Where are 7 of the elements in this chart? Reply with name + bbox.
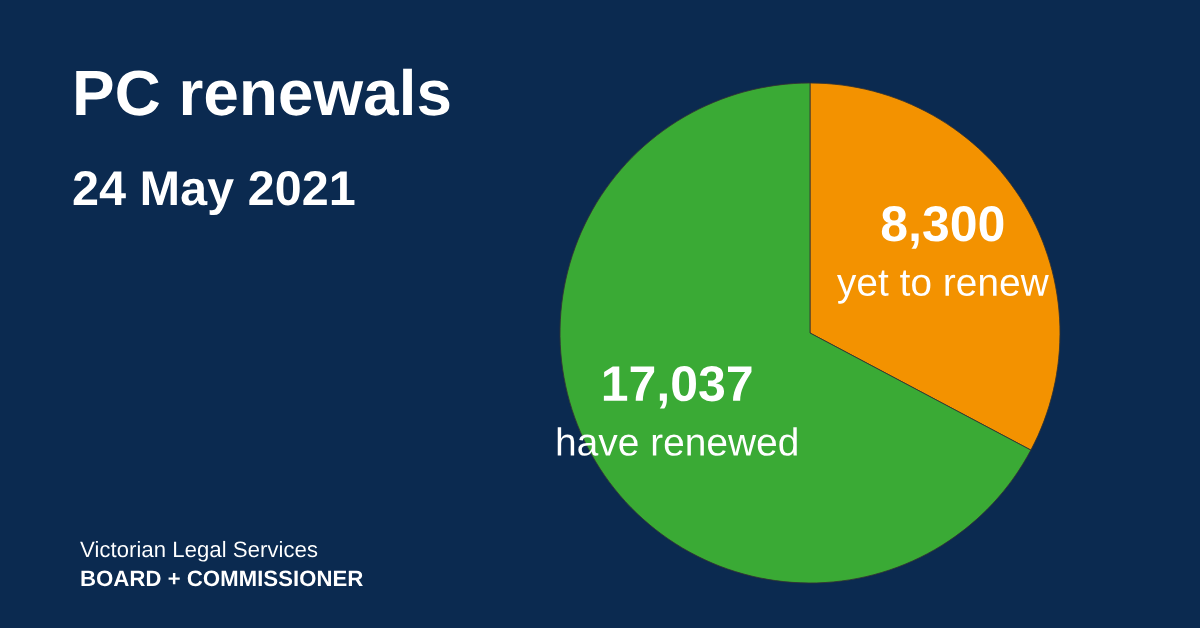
chart-title: PC renewals — [76, 68, 450, 116]
text: Victorian Legal Services — [80, 540, 318, 562]
text: BOARD + COMMISSIONER — [81, 570, 363, 587]
text: 24 May 2021 — [73, 171, 355, 216]
data-label: 17,037 — [603, 365, 752, 409]
slice-label: yet to renew — [837, 270, 1049, 304]
data-label: 8,300 — [881, 206, 1004, 249]
